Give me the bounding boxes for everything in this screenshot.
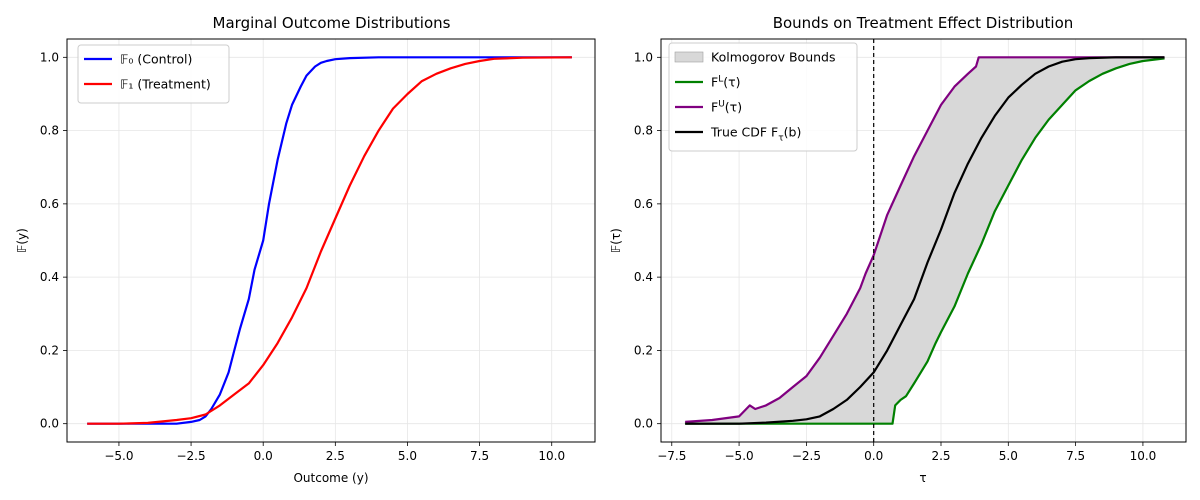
legend-label: Kolmogorov Bounds [711,50,836,65]
legend-box [77,44,230,104]
x-axis-label: τ [919,471,926,485]
series-lines [87,56,572,425]
plot-frame [660,38,1187,443]
y-tick-label: 0.6 [40,197,59,211]
y-tick-label: 1.0 [634,50,653,64]
legend-label: FU(τ) [711,100,742,115]
x-axis-label: Outcome (y) [293,471,368,485]
series-line-0 [685,57,1165,425]
x-tick-label: 0.0 [864,449,883,463]
legend-label: 𝔽₁ (Treatment) [120,77,211,92]
y-tick-label: 0.2 [634,343,653,357]
x-tick-label: 5.0 [999,449,1018,463]
marginal-outcome-chart: Marginal Outcome Distributions −5.0 −2.5 0… [15,14,596,485]
y-axis-label: 𝔽(τ) [609,228,623,253]
x-tick-label: −2.5 [792,449,821,463]
legend: Kolmogorov Bounds FL(τ) FU(τ) True CDF Fτ(b… [668,42,858,152]
series-line-2 [685,56,1165,425]
series-line-0 [87,56,572,425]
y-tick-label: 0.0 [634,417,653,431]
x-tick-label: 7.5 [470,449,489,463]
legend-label: True CDF Fτ(b) [710,125,801,144]
x-tick-label: 5.0 [398,449,417,463]
x-tick-label: 10.0 [1130,449,1157,463]
chart-title: Bounds on Treatment Effect Distribution [773,14,1074,32]
y-tick-label: 1.0 [40,50,59,64]
series-lines [685,39,1165,442]
x-ticks: −7.5 −5.0 −2.5 0.0 2.5 5.0 7.5 10.0 [657,442,1156,463]
plot-frame [66,38,596,443]
x-tick-label: 2.5 [326,449,345,463]
x-tick-label: −7.5 [657,449,686,463]
y-tick-label: 0.8 [40,124,59,138]
y-tick-label: 0.0 [40,417,59,431]
y-tick-label: 0.4 [634,270,653,284]
y-ticks: 0.0 0.2 0.4 0.6 0.8 1.0 [40,50,67,431]
x-tick-label: −5.0 [104,449,133,463]
legend-label: FL(τ) [711,75,741,90]
legend-label: 𝔽₀ (Control) [120,52,192,67]
y-ticks: 0.0 0.2 0.4 0.6 0.8 1.0 [634,50,661,431]
x-tick-label: −2.5 [176,449,205,463]
series-line-1 [685,56,1165,423]
x-tick-label: 7.5 [1066,449,1085,463]
y-tick-label: 0.4 [40,270,59,284]
y-tick-label: 0.8 [634,124,653,138]
legend: 𝔽₀ (Control) 𝔽₁ (Treatment) [77,44,230,104]
treatment-effect-bounds-chart: Bounds on Treatment Effect Distribution … [609,14,1187,485]
legend-box [668,42,858,152]
x-tick-label: 10.0 [538,449,565,463]
y-tick-label: 0.6 [634,197,653,211]
x-tick-label: 2.5 [931,449,950,463]
y-tick-label: 0.2 [40,343,59,357]
y-axis-label: 𝔽(y) [15,228,29,253]
legend-swatch [674,51,704,63]
x-ticks: −5.0 −2.5 0.0 2.5 5.0 7.5 10.0 [104,442,565,463]
x-tick-label: −5.0 [725,449,754,463]
x-tick-label: 0.0 [254,449,273,463]
chart-title: Marginal Outcome Distributions [213,14,451,32]
series-line-1 [87,56,572,425]
